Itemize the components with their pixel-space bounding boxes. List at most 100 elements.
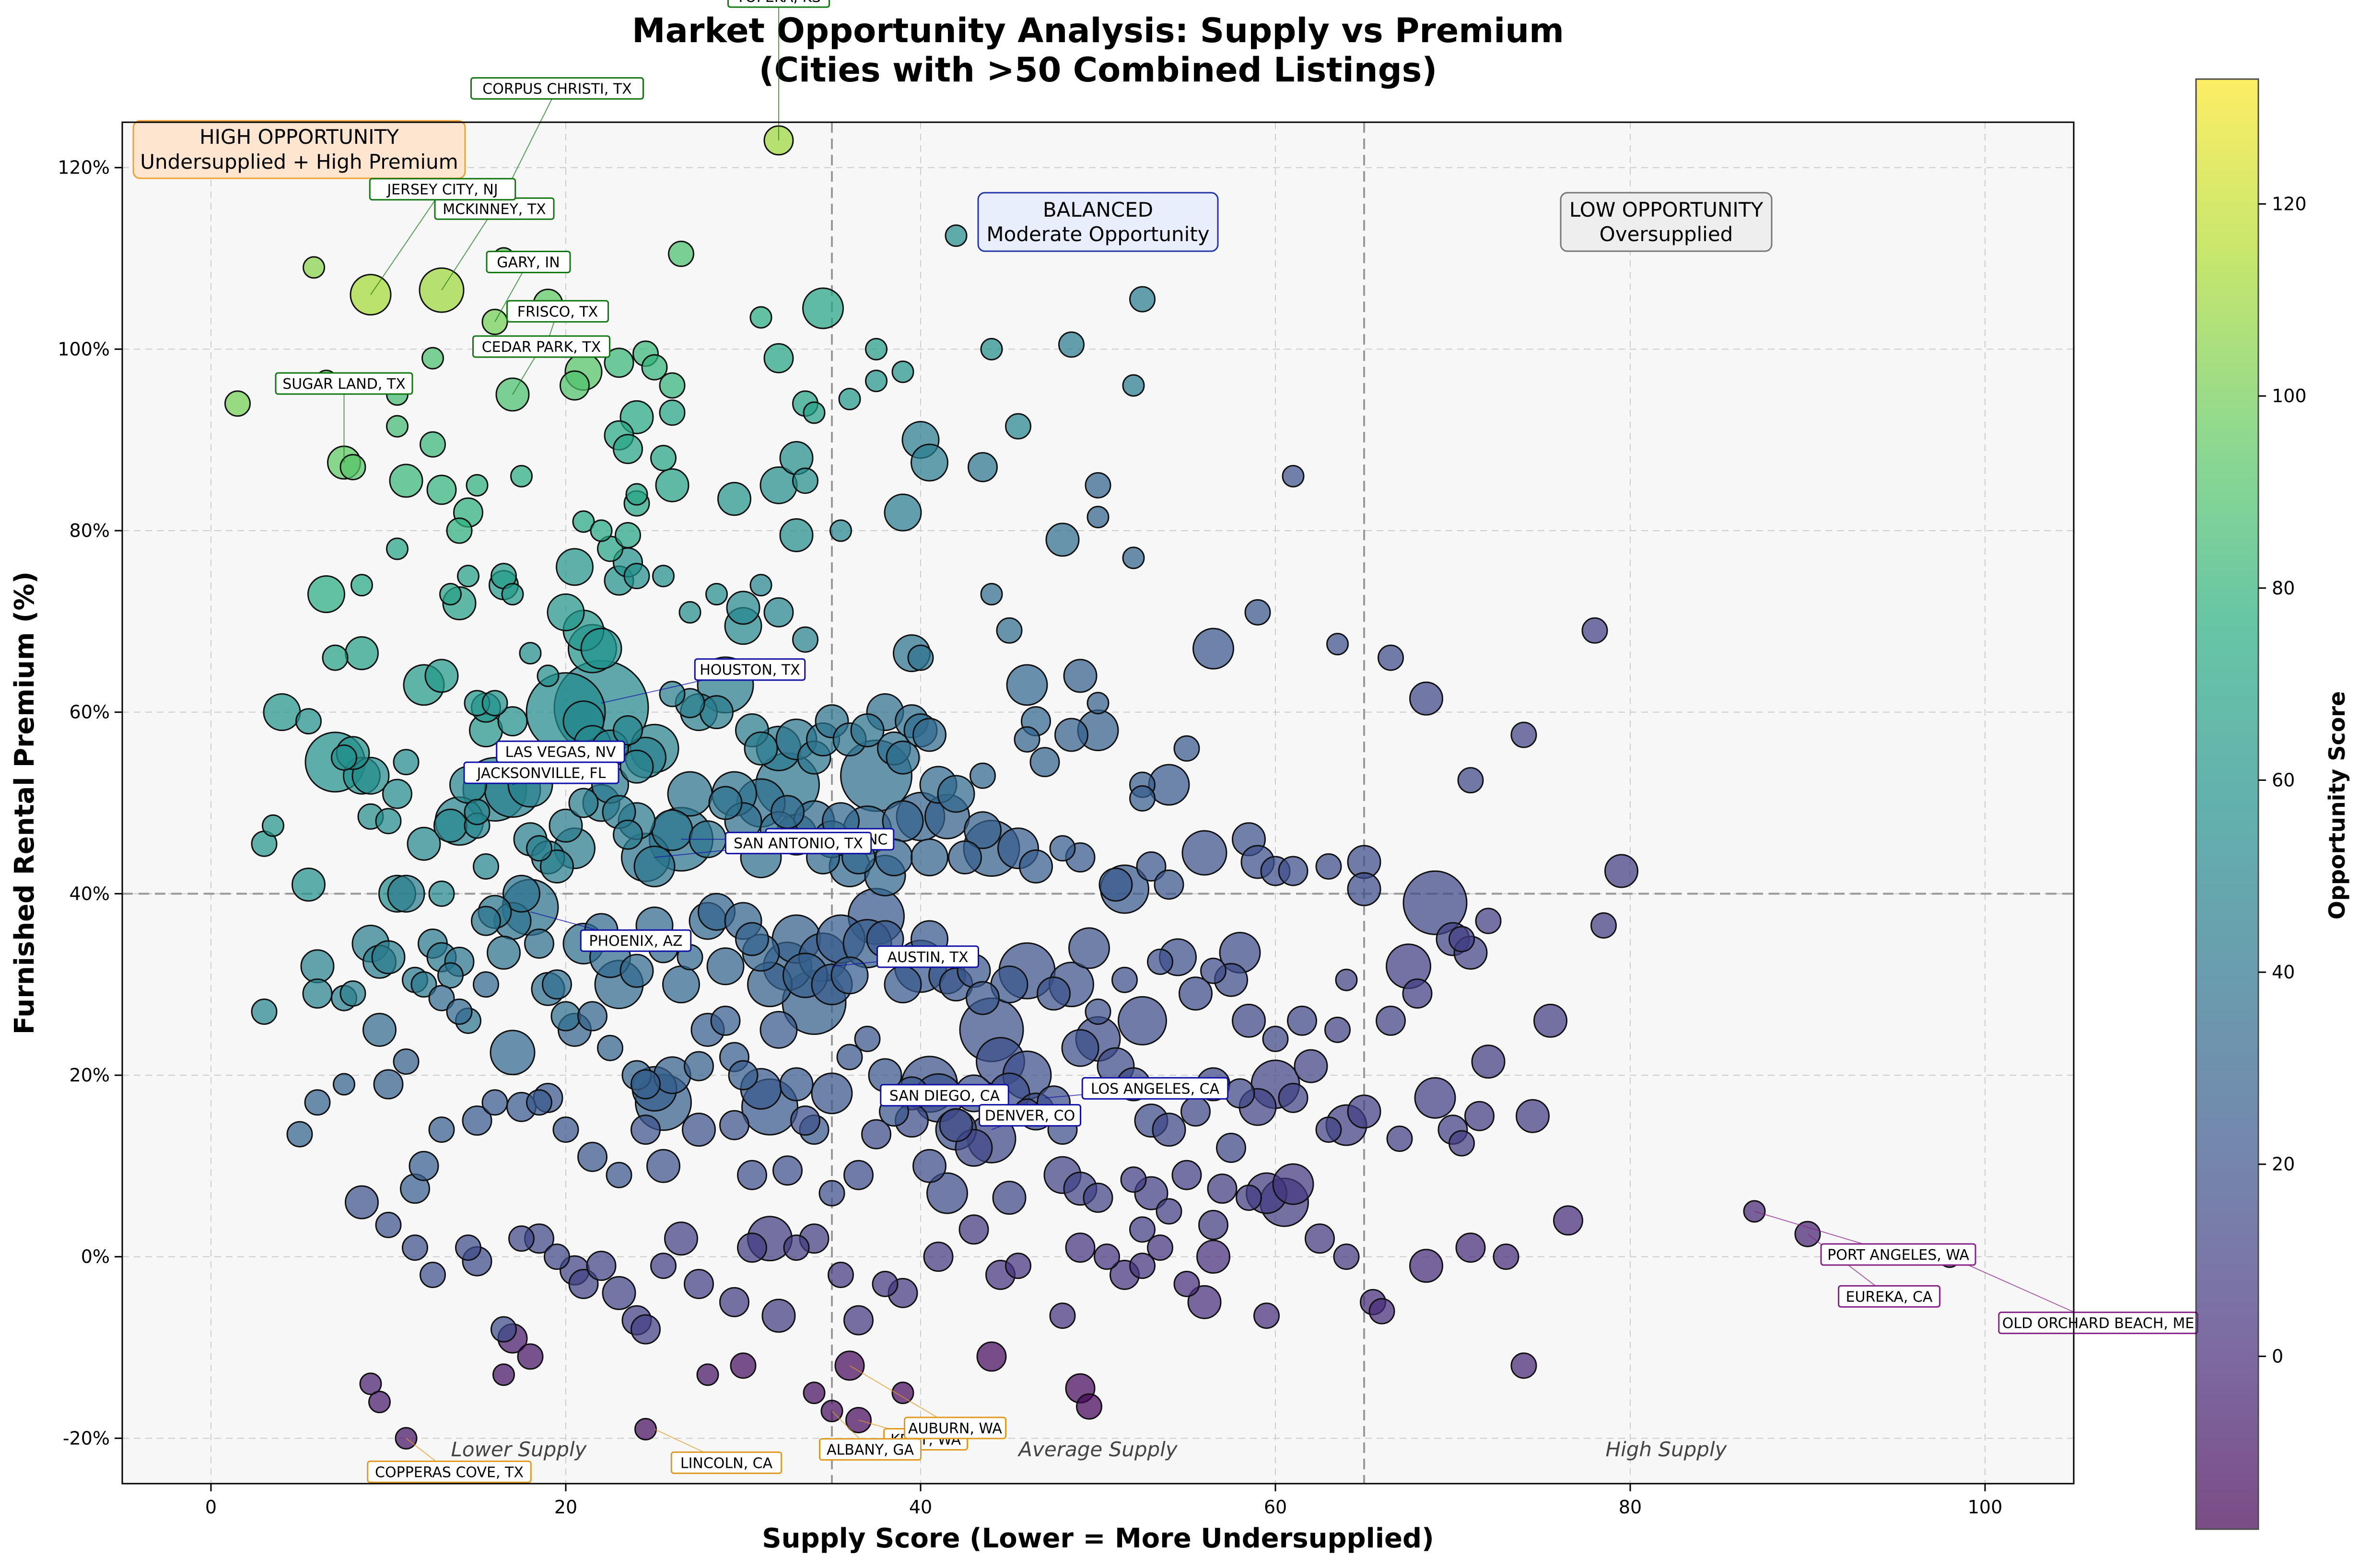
city-label: SAN ANTONIO, TX bbox=[724, 832, 872, 855]
data-point bbox=[1152, 1113, 1186, 1147]
data-point bbox=[339, 980, 366, 1007]
data-point bbox=[937, 775, 975, 813]
data-point bbox=[850, 713, 885, 748]
data-point bbox=[662, 965, 700, 1004]
data-point bbox=[386, 415, 409, 438]
supply-label-high: High Supply bbox=[1605, 1438, 1727, 1461]
data-point bbox=[1147, 1234, 1173, 1261]
data-point bbox=[1085, 998, 1111, 1025]
data-point bbox=[830, 519, 852, 542]
data-point bbox=[1493, 1243, 1519, 1270]
data-point bbox=[696, 1363, 719, 1386]
data-point bbox=[923, 1242, 954, 1272]
data-point bbox=[473, 853, 499, 880]
data-point bbox=[1216, 1132, 1246, 1163]
data-point bbox=[604, 348, 634, 378]
data-point bbox=[634, 1417, 657, 1440]
data-point bbox=[968, 452, 998, 482]
data-point bbox=[772, 1155, 803, 1186]
data-point bbox=[464, 799, 491, 825]
data-point bbox=[1063, 659, 1098, 693]
data-point bbox=[907, 644, 934, 671]
data-point bbox=[407, 826, 441, 861]
quadrant-label-balanced: BALANCED Moderate Opportunity bbox=[977, 192, 1219, 252]
data-point bbox=[912, 1149, 946, 1183]
data-point bbox=[1315, 853, 1342, 880]
data-point bbox=[886, 740, 920, 775]
x-tick-label: 20 bbox=[554, 1497, 577, 1518]
data-point bbox=[375, 1211, 402, 1238]
data-point bbox=[402, 1234, 428, 1261]
city-label-box bbox=[369, 178, 516, 201]
city-label: AUSTIN, TX bbox=[876, 945, 979, 968]
data-point bbox=[1475, 907, 1502, 934]
data-point bbox=[350, 574, 373, 597]
city-label-text: AUBURN, WA bbox=[908, 1420, 1002, 1437]
data-point bbox=[717, 482, 751, 516]
data-point bbox=[1076, 1393, 1102, 1420]
data-point bbox=[843, 1160, 874, 1190]
data-point bbox=[1236, 1185, 1262, 1211]
data-point bbox=[1414, 1077, 1456, 1119]
data-point bbox=[473, 971, 499, 998]
data-point bbox=[292, 867, 326, 902]
y-tick-label: 80% bbox=[70, 520, 110, 541]
data-point bbox=[1225, 1078, 1255, 1109]
city-label: ALBANY, GA bbox=[819, 1438, 922, 1461]
data-point bbox=[1192, 627, 1234, 670]
data-point bbox=[1244, 599, 1271, 626]
city-label-text: COPPERAS COVE, TX bbox=[375, 1464, 524, 1481]
city-label: JERSEY CITY, NJ bbox=[369, 178, 516, 201]
city-label-box bbox=[1838, 1285, 1940, 1308]
data-point bbox=[728, 1060, 759, 1091]
data-point bbox=[1262, 1025, 1289, 1052]
data-point bbox=[970, 762, 996, 789]
quadrant-low-line1: LOW OPPORTUNITY bbox=[1569, 198, 1764, 221]
data-point bbox=[976, 1341, 1007, 1372]
data-point bbox=[371, 940, 406, 975]
data-point bbox=[428, 985, 455, 1011]
data-point bbox=[615, 522, 641, 548]
colorbar-tick-label: 40 bbox=[2272, 962, 2295, 983]
data-point bbox=[1326, 633, 1349, 656]
data-point bbox=[737, 1232, 767, 1263]
data-point bbox=[455, 1234, 481, 1261]
data-point bbox=[1122, 374, 1145, 397]
data-point bbox=[1154, 869, 1184, 900]
data-point bbox=[1386, 1126, 1413, 1152]
data-point bbox=[1378, 644, 1404, 671]
data-point bbox=[577, 1001, 608, 1032]
data-point bbox=[375, 808, 402, 835]
data-point bbox=[602, 1276, 636, 1310]
quadrant-balanced-line1: BALANCED bbox=[1043, 198, 1153, 221]
data-point bbox=[542, 969, 572, 1000]
data-point bbox=[1198, 1209, 1228, 1240]
data-point bbox=[519, 642, 542, 665]
x-tick-label: 80 bbox=[1619, 1497, 1642, 1518]
data-point bbox=[1464, 1101, 1495, 1131]
data-point bbox=[790, 1105, 820, 1136]
city-label-text: GARY, IN bbox=[497, 255, 560, 271]
city-label: GARY, IN bbox=[486, 251, 571, 274]
data-point bbox=[650, 445, 677, 472]
data-point bbox=[1049, 1302, 1076, 1329]
data-point bbox=[1282, 465, 1305, 488]
colorbar-tick-label: 60 bbox=[2272, 769, 2295, 790]
data-point bbox=[1294, 1049, 1328, 1083]
data-point bbox=[939, 1108, 973, 1142]
leader-line bbox=[441, 208, 495, 290]
quadrant-high-line2: Undersupplied + High Premium bbox=[140, 150, 458, 174]
data-point bbox=[992, 1181, 1027, 1215]
data-point bbox=[803, 1382, 826, 1405]
data-point bbox=[1129, 1253, 1156, 1279]
data-point bbox=[613, 434, 643, 465]
data-point bbox=[1335, 968, 1358, 991]
reference-lines bbox=[122, 122, 2074, 1484]
data-point bbox=[641, 354, 668, 381]
colorbar-tick-label: 20 bbox=[2272, 1154, 2295, 1175]
data-point bbox=[719, 1110, 749, 1140]
data-point bbox=[1180, 1096, 1211, 1127]
data-point bbox=[792, 626, 818, 653]
data-point bbox=[471, 906, 501, 936]
city-label-box bbox=[876, 945, 979, 968]
